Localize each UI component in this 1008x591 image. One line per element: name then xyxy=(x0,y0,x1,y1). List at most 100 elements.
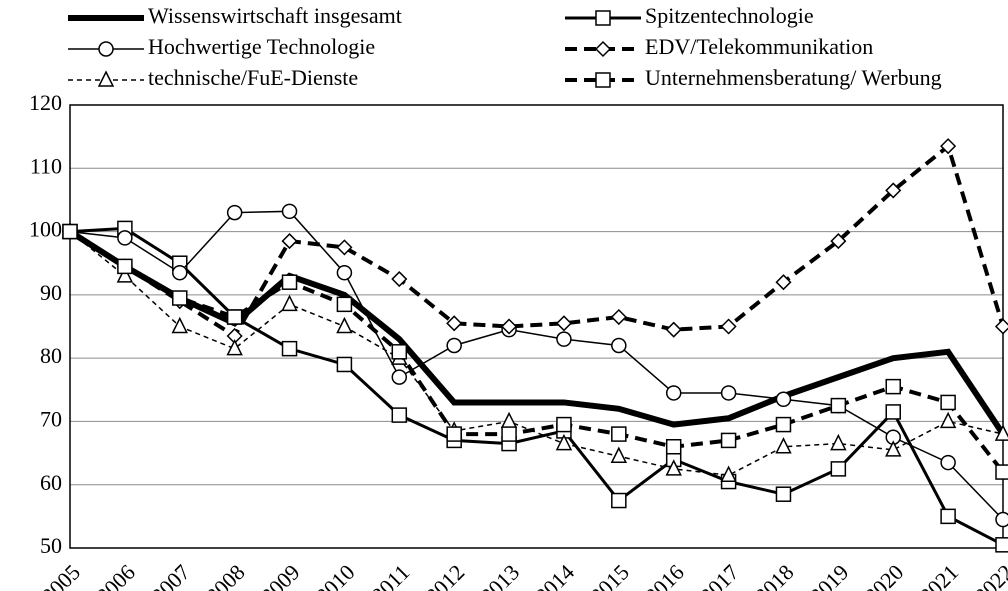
marker xyxy=(172,290,188,306)
series-line xyxy=(69,226,1004,547)
marker xyxy=(117,230,133,246)
marker xyxy=(281,274,298,290)
marker xyxy=(171,316,188,334)
marker xyxy=(556,331,572,347)
x-tick-label: 2018 xyxy=(750,559,799,591)
y-tick-label: 100 xyxy=(29,217,62,242)
marker xyxy=(994,424,1008,441)
marker xyxy=(940,454,956,471)
series xyxy=(68,229,1006,436)
marker xyxy=(720,432,737,449)
marker xyxy=(555,315,573,332)
y-tick-label: 120 xyxy=(29,90,62,115)
series-line xyxy=(68,142,1005,339)
marker xyxy=(940,394,956,411)
x-tick-label: 2008 xyxy=(201,559,250,591)
marker xyxy=(391,344,408,360)
legend-entry: Hochwertige Technologie xyxy=(68,34,375,59)
marker xyxy=(995,464,1008,480)
x-tick-label: 2022 xyxy=(969,559,1008,591)
marker xyxy=(665,438,682,455)
x-tick-label: 2013 xyxy=(475,559,524,591)
marker xyxy=(885,404,901,420)
marker xyxy=(994,318,1008,335)
legend-entry: Spitzentechnologie xyxy=(565,3,814,28)
marker xyxy=(611,492,627,509)
marker xyxy=(775,416,792,433)
marker xyxy=(775,486,792,502)
marker xyxy=(885,378,901,395)
marker xyxy=(885,182,902,199)
marker xyxy=(720,318,737,335)
legend-label: technische/FuE-Dienste xyxy=(148,65,358,90)
x-tick-label: 2007 xyxy=(146,559,195,591)
marker xyxy=(595,10,611,26)
marker xyxy=(391,369,408,385)
x-tick-label: 2012 xyxy=(420,559,469,591)
marker xyxy=(665,321,682,338)
marker xyxy=(62,223,78,240)
x-tick-label: 2015 xyxy=(585,559,634,591)
legend-entry: EDV/Telekommunikation xyxy=(565,34,873,59)
marker xyxy=(595,72,611,88)
marker xyxy=(501,426,517,442)
x-tick-label: 2006 xyxy=(91,559,140,591)
series xyxy=(62,223,1008,480)
marker xyxy=(556,416,572,433)
marker xyxy=(720,465,737,482)
marker xyxy=(830,433,847,451)
x-tick-label: 2005 xyxy=(36,559,85,591)
marker xyxy=(940,508,956,525)
marker xyxy=(594,40,612,58)
marker xyxy=(336,239,353,256)
x-tick-label: 2016 xyxy=(640,559,689,591)
marker xyxy=(500,411,518,429)
series-line xyxy=(69,210,1004,521)
y-tick-label: 110 xyxy=(30,153,62,178)
marker xyxy=(391,407,408,423)
x-tick-label: 2020 xyxy=(860,559,909,591)
marker xyxy=(665,459,682,476)
marker xyxy=(226,338,243,356)
legend-label: Hochwertige Technologie xyxy=(148,34,375,59)
marker xyxy=(98,41,114,57)
y-tick-label: 70 xyxy=(40,406,62,431)
marker xyxy=(97,70,115,87)
series xyxy=(61,221,1008,482)
marker xyxy=(555,433,573,451)
marker xyxy=(446,426,462,442)
y-tick-label: 80 xyxy=(40,343,62,368)
x-tick-label: 2017 xyxy=(695,559,744,591)
series-line xyxy=(68,229,1006,436)
marker xyxy=(336,316,353,334)
x-tick-label: 2021 xyxy=(914,559,963,591)
legend-label: Wissenswirtschaft insgesamt xyxy=(148,3,402,28)
marker xyxy=(446,337,462,354)
marker xyxy=(611,426,627,442)
series-line xyxy=(68,229,1005,474)
marker xyxy=(281,294,298,312)
marker xyxy=(720,385,737,401)
marker xyxy=(775,274,792,291)
marker xyxy=(446,315,463,332)
marker xyxy=(336,264,353,281)
marker xyxy=(775,391,792,408)
marker xyxy=(939,411,957,429)
marker xyxy=(281,233,298,250)
marker xyxy=(172,264,188,281)
marker xyxy=(610,446,628,463)
series xyxy=(61,138,1008,345)
legend-entry: technische/FuE-Dienste xyxy=(68,65,358,90)
marker xyxy=(336,296,353,313)
x-tick-label: 2014 xyxy=(530,559,579,591)
marker xyxy=(116,266,134,283)
legend-label: Unternehmensberatung/ Werbung xyxy=(645,65,942,90)
marker xyxy=(775,437,792,454)
marker xyxy=(500,318,518,335)
marker xyxy=(117,258,133,275)
y-tick-label: 50 xyxy=(40,533,62,558)
marker xyxy=(226,309,243,325)
legend-entry: Wissenswirtschaft insgesamt xyxy=(68,3,402,28)
marker xyxy=(281,203,298,220)
marker xyxy=(995,537,1008,553)
